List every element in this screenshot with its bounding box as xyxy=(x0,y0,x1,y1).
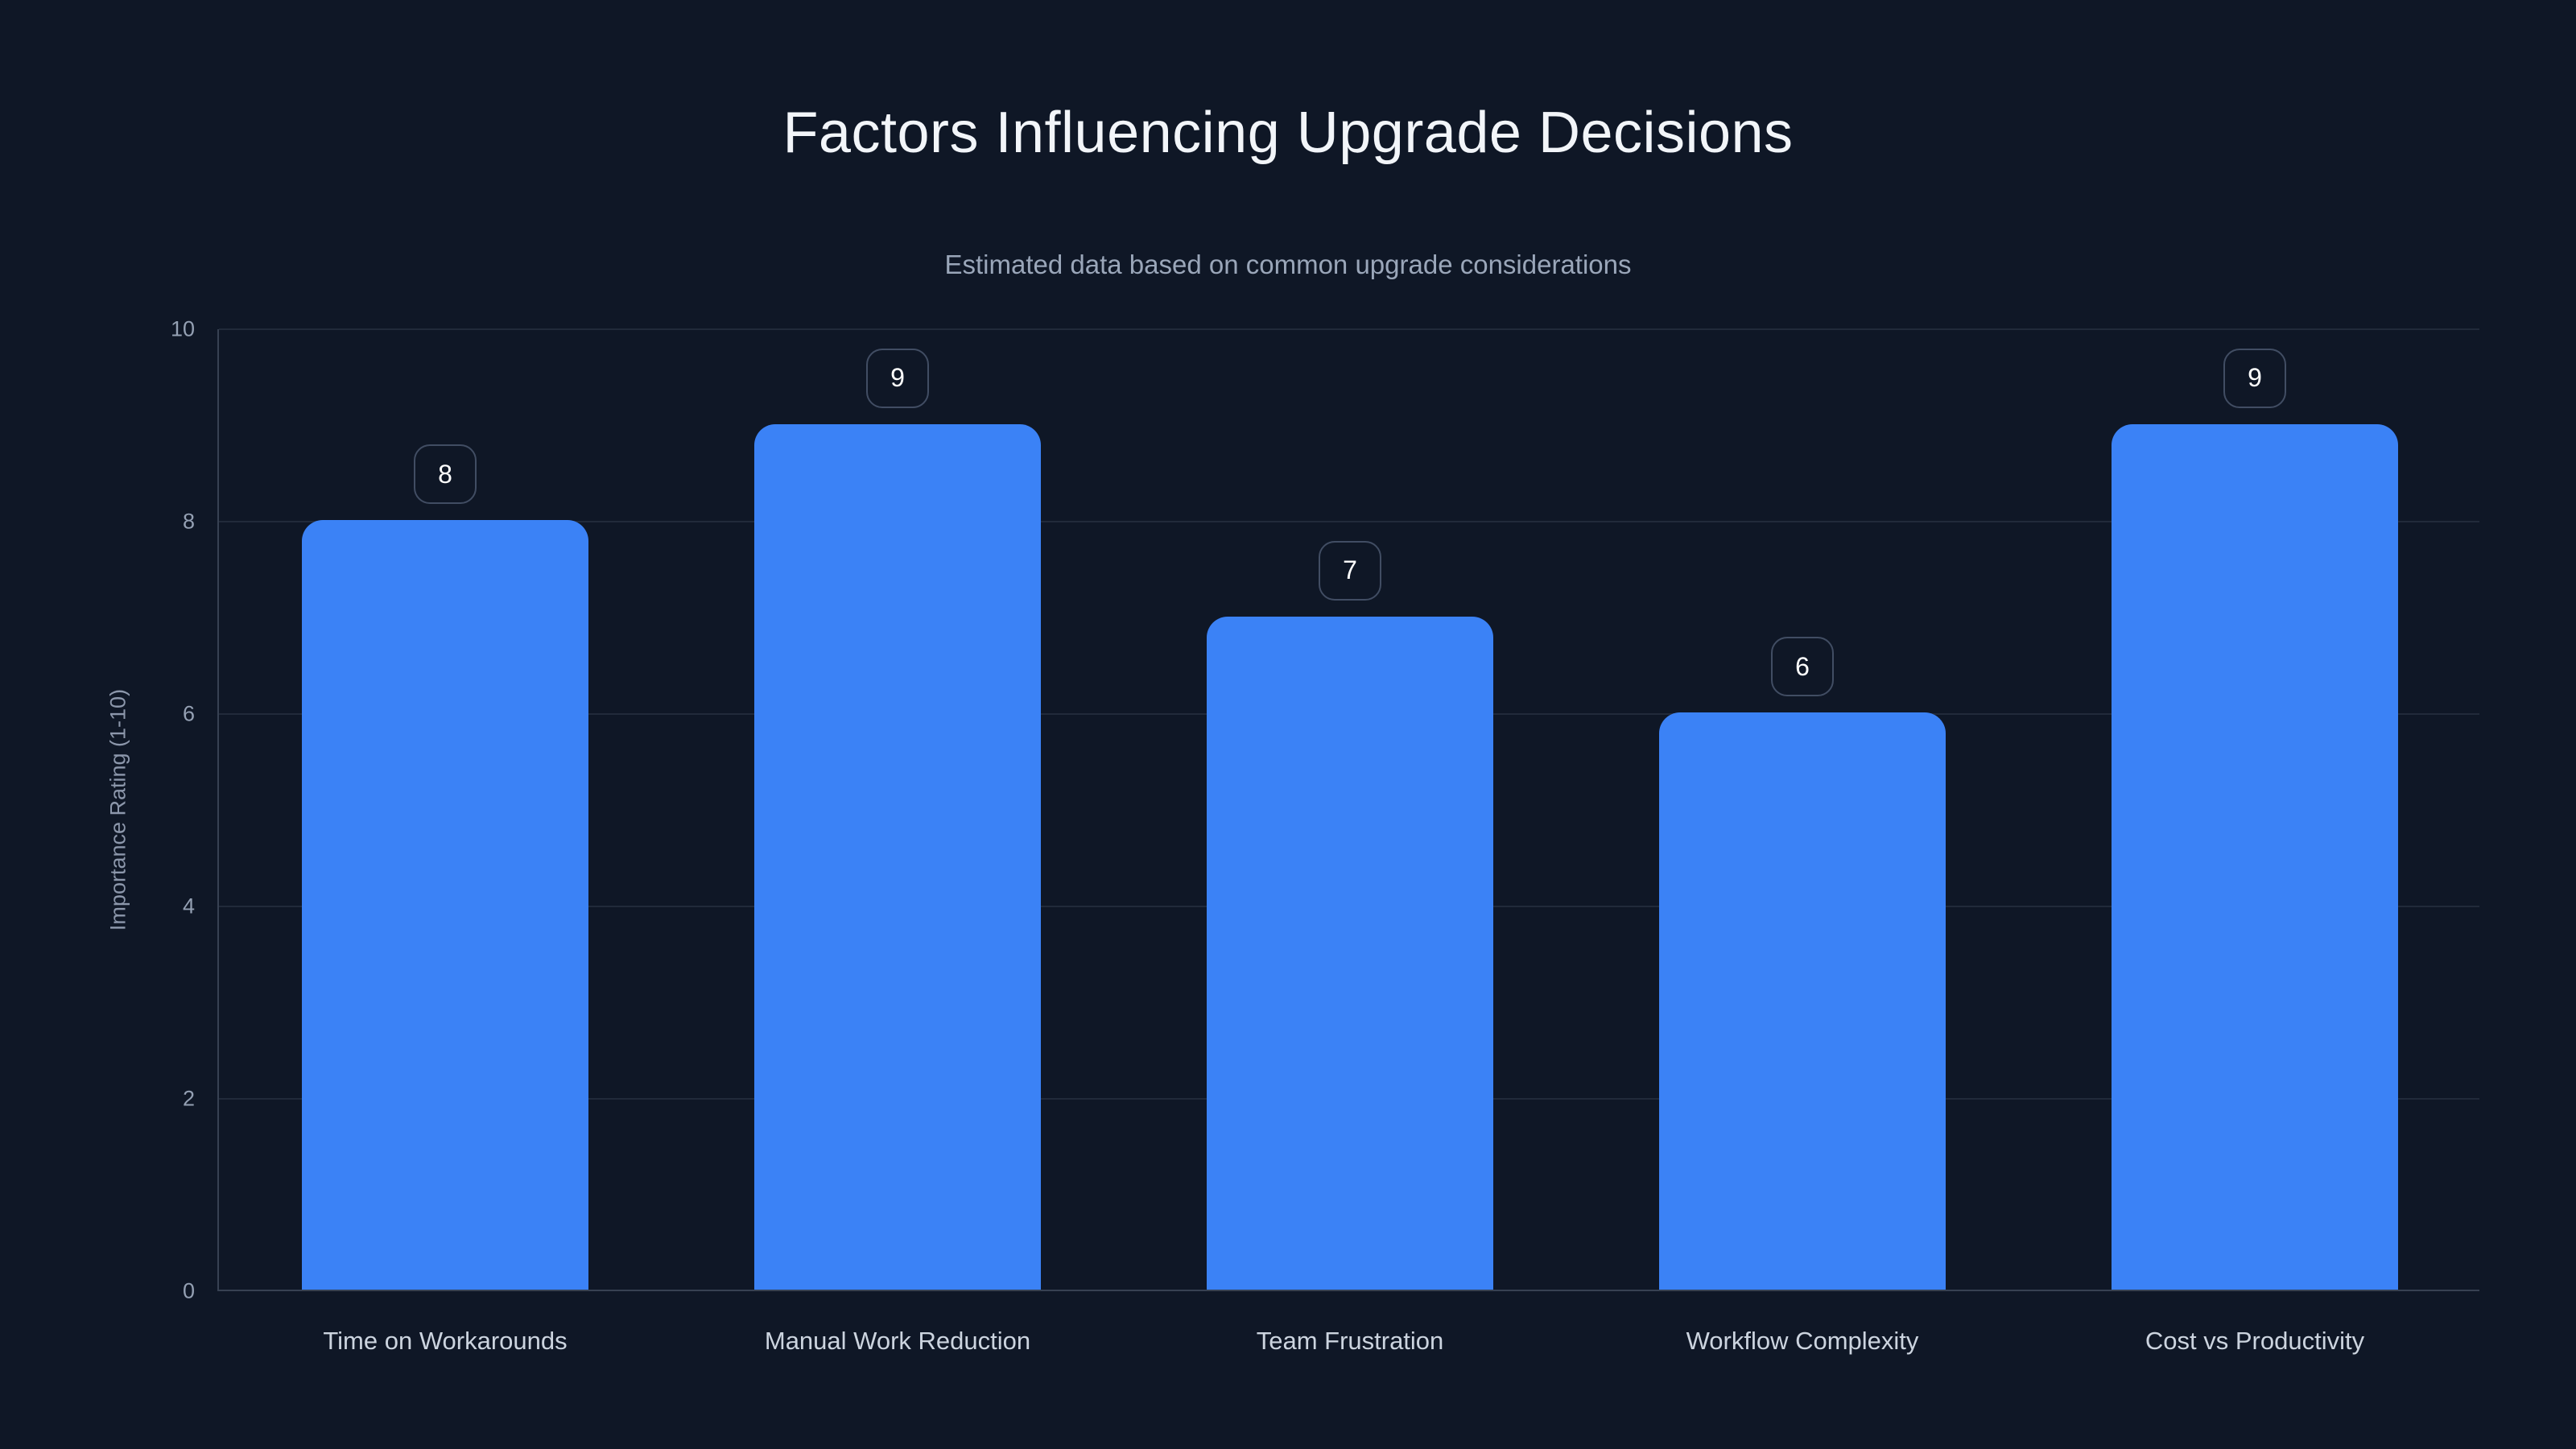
value-badge-team-frustration: 7 xyxy=(1319,540,1381,601)
gridline-y-10 xyxy=(219,328,2479,330)
value-badge-cost-vs-productivity: 9 xyxy=(2223,348,2286,408)
y-tick-label-6: 6 xyxy=(182,701,195,726)
x-tick-label-cost-vs-productivity: Cost vs Productivity xyxy=(2145,1327,2365,1355)
bar-cost-vs-productivity[interactable] xyxy=(2112,423,2398,1290)
y-axis-title: Importance Rating (1-10) xyxy=(105,688,130,931)
bar-team-frustration[interactable] xyxy=(1207,616,1493,1290)
bar-workflow-complexity[interactable] xyxy=(1659,712,1946,1290)
value-badge-manual-work-reduction: 9 xyxy=(866,348,929,408)
value-badge-time-on-workarounds: 8 xyxy=(414,444,477,504)
x-tick-label-workflow-complexity: Workflow Complexity xyxy=(1686,1327,1919,1355)
chart-title: Factors Influencing Upgrade Decisions xyxy=(782,101,1794,165)
x-tick-label-team-frustration: Team Frustration xyxy=(1256,1327,1444,1355)
y-tick-label-0: 0 xyxy=(182,1278,195,1303)
y-tick-label-10: 10 xyxy=(170,316,195,341)
y-tick-label-4: 4 xyxy=(182,894,195,919)
chart-subtitle: Estimated data based on common upgrade c… xyxy=(944,250,1632,279)
bar-manual-work-reduction[interactable] xyxy=(754,423,1041,1290)
y-tick-label-8: 8 xyxy=(182,509,195,534)
x-tick-label-manual-work-reduction: Manual Work Reduction xyxy=(764,1327,1031,1355)
y-tick-label-2: 2 xyxy=(182,1086,195,1111)
value-badge-workflow-complexity: 6 xyxy=(1771,637,1834,696)
plot-area: 0 2 4 6 8 10 8 Time on Workarounds 9 Manual Work … xyxy=(171,318,2479,1355)
gridline-y-8 xyxy=(219,521,2479,522)
x-tick-label-time-on-workarounds: Time on Workarounds xyxy=(323,1327,568,1355)
bar-time-on-workarounds[interactable] xyxy=(302,520,588,1290)
